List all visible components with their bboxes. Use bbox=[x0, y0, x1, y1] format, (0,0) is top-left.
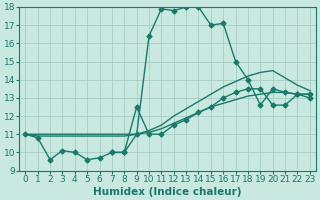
X-axis label: Humidex (Indice chaleur): Humidex (Indice chaleur) bbox=[93, 187, 242, 197]
